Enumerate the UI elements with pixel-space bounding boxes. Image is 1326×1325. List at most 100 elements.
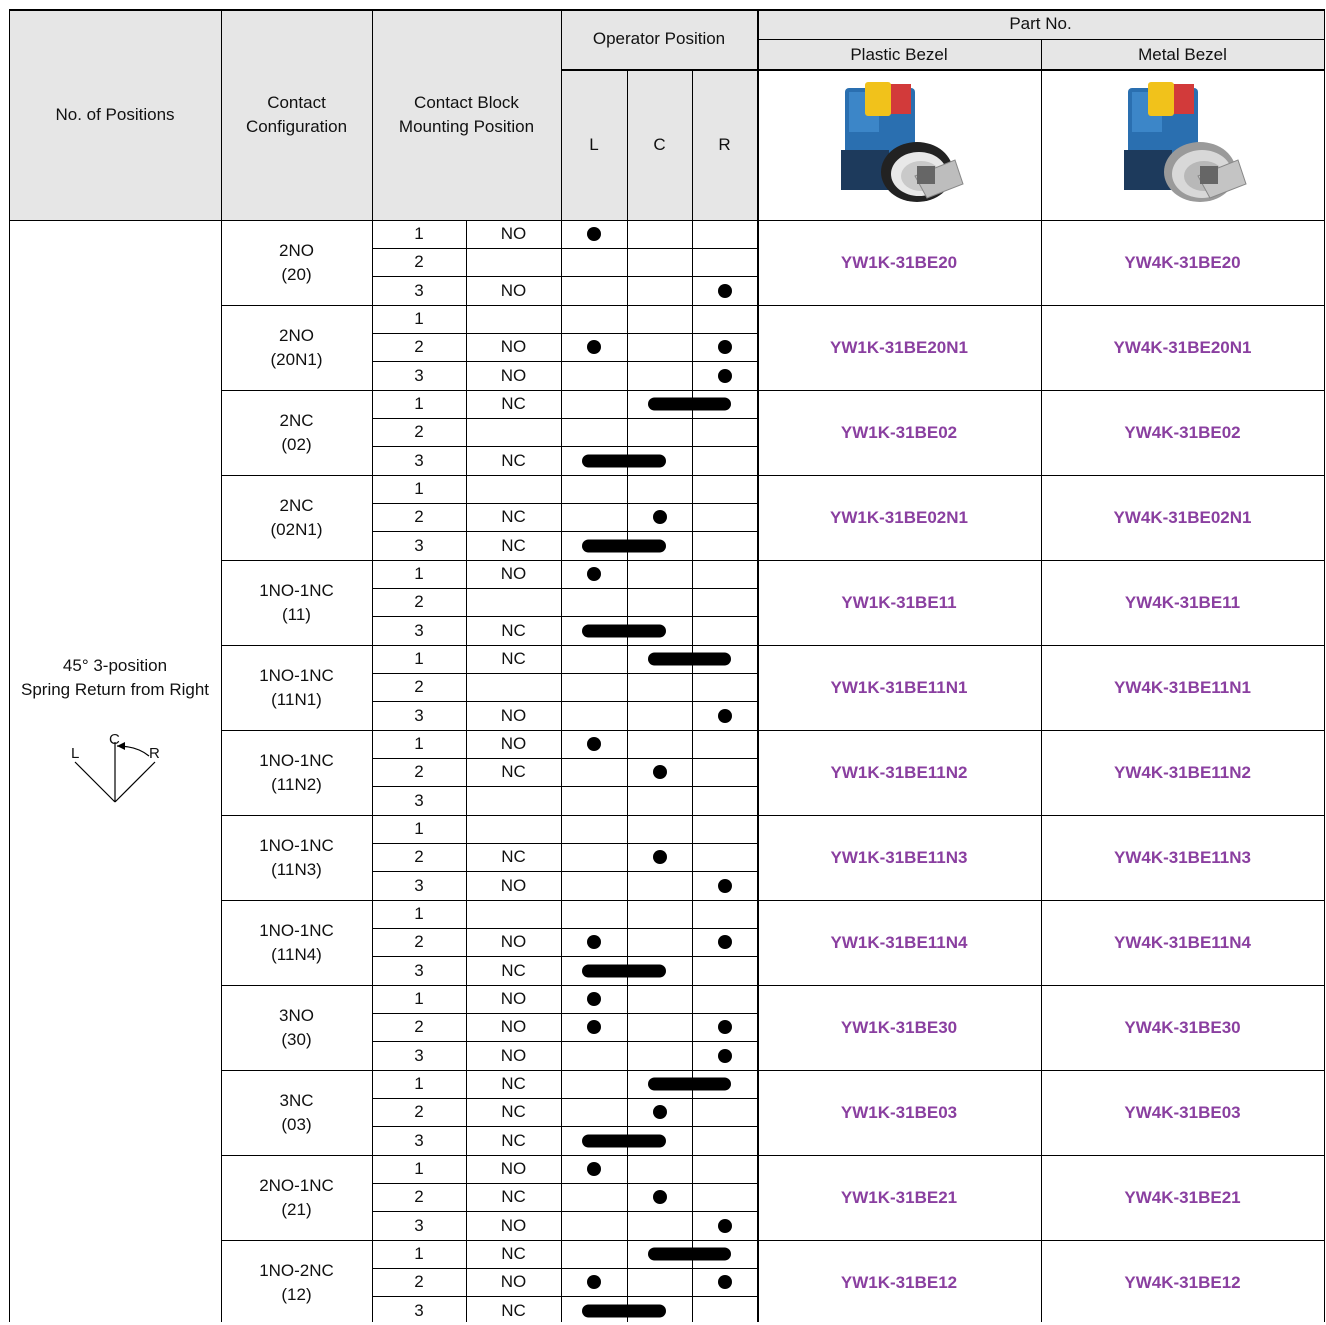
grid-hline	[372, 1126, 757, 1127]
mounting-position-number: 1	[372, 220, 466, 248]
mounting-position-number: 3	[372, 871, 466, 900]
contact-closed-dot	[587, 1020, 601, 1034]
contact-closed-dot	[717, 1218, 732, 1233]
mounting-position-number: 1	[372, 730, 466, 758]
part-number-plastic[interactable]: YW1K-31BE20N1	[830, 337, 968, 357]
contact-closed-dot	[717, 1020, 732, 1034]
mounting-position-number-text: 2	[414, 1272, 424, 1291]
mounting-position-number-text: 3	[414, 790, 424, 810]
contact-type: NO	[466, 333, 561, 361]
part-number-metal[interactable]: YW4K-31BE11N2	[1113, 762, 1251, 782]
contact-type-text: NO	[500, 1159, 527, 1178]
part-number-plastic[interactable]: YW1K-31BE11N4	[830, 932, 968, 952]
part-number-metal-cell: YW4K-31BE11N4	[1041, 900, 1324, 985]
mounting-position-number-text: 2	[414, 252, 424, 271]
header-no-of-positions-text: No. of Positions	[55, 104, 175, 124]
contact-type-text: NO	[500, 1272, 527, 1291]
grid-vline	[221, 9, 222, 1322]
contact-closed-dot	[587, 737, 601, 751]
grid-hline	[372, 248, 757, 249]
contact-configuration-cell: 3NC (03)	[221, 1070, 372, 1155]
mounting-position-number: 2	[372, 1098, 466, 1126]
mounting-position-number: 1	[372, 390, 466, 418]
contact-type-text: NO	[500, 989, 527, 1008]
part-number-metal[interactable]: YW4K-31BE20	[1124, 252, 1241, 272]
mounting-position-number-text: 1	[414, 989, 424, 1008]
part-number-metal[interactable]: YW4K-31BE11N3	[1113, 847, 1251, 867]
part-number-plastic[interactable]: YW1K-31BE12	[840, 1272, 958, 1292]
part-number-plastic[interactable]: YW1K-31BE03	[840, 1102, 958, 1122]
contact-type: NC	[466, 531, 561, 560]
part-number-metal[interactable]: YW4K-31BE11	[1124, 592, 1241, 612]
part-number-metal-cell: YW4K-31BE02N1	[1041, 475, 1324, 560]
part-number-metal-cell: YW4K-31BE11N1	[1041, 645, 1324, 730]
metal-bezel-image-cell	[1042, 70, 1324, 220]
part-number-plastic[interactable]: YW1K-31BE11	[841, 592, 957, 612]
part-number-plastic[interactable]: YW1K-31BE11N3	[830, 847, 968, 867]
contact-configuration-text: 1NO-1NC (11N1)	[259, 665, 334, 709]
part-number-metal[interactable]: YW4K-31BE30	[1124, 1017, 1241, 1037]
mounting-position-number: 1	[372, 475, 466, 503]
mounting-position-number-text: 1	[414, 1159, 424, 1178]
part-number-plastic[interactable]: YW1K-31BE02N1	[830, 507, 968, 527]
contact-configuration-text: 3NO (30)	[279, 1005, 314, 1049]
contact-type-text: NC	[501, 762, 526, 781]
part-number-plastic[interactable]: YW1K-31BE02	[840, 422, 958, 442]
grid-hline	[372, 1041, 757, 1042]
part-number-metal-cell: YW4K-31BE11N2	[1041, 730, 1324, 815]
part-number-plastic[interactable]: YW1K-31BE30	[840, 1017, 958, 1037]
part-number-plastic-cell: YW1K-31BE02	[757, 390, 1041, 475]
mounting-position-number-text: 1	[414, 904, 424, 923]
contact-type	[466, 418, 561, 446]
contact-configuration-cell: 1NO-1NC (11)	[221, 560, 372, 645]
contact-type: NO	[466, 928, 561, 956]
part-number-plastic-cell: YW1K-31BE11N3	[757, 815, 1041, 900]
part-number-metal[interactable]: YW4K-31BE11N1	[1113, 677, 1251, 697]
part-number-metal[interactable]: YW4K-31BE21	[1124, 1187, 1241, 1207]
grid-hline	[372, 673, 757, 674]
grid-hline	[372, 1268, 757, 1269]
part-number-metal[interactable]: YW4K-31BE02N1	[1113, 507, 1252, 527]
contact-type: NO	[466, 701, 561, 730]
contact-closed-bar	[648, 397, 731, 411]
grid-hline	[372, 956, 757, 957]
mounting-position-number-text: 1	[414, 649, 424, 668]
mounting-position-number: 2	[372, 758, 466, 786]
part-number-metal[interactable]: YW4K-31BE11N4	[1113, 932, 1251, 952]
grid-vline	[372, 9, 373, 1322]
part-number-plastic[interactable]: YW1K-31BE11N1	[830, 677, 968, 697]
part-number-metal[interactable]: YW4K-31BE03	[1124, 1102, 1241, 1122]
part-number-metal-cell: YW4K-31BE11N3	[1041, 815, 1324, 900]
part-number-metal[interactable]: YW4K-31BE20N1	[1113, 337, 1252, 357]
mounting-position-number-text: 3	[414, 535, 424, 555]
part-number-plastic[interactable]: YW1K-31BE11N2	[830, 762, 968, 782]
contact-type-text: NC	[501, 1130, 526, 1150]
header-part-no-text: Part No.	[1009, 14, 1072, 33]
part-number-plastic[interactable]: YW1K-31BE21	[840, 1187, 958, 1207]
contact-type: NO	[466, 1211, 561, 1240]
contact-closed-dot	[652, 850, 667, 864]
mounting-position-number-text: 3	[414, 875, 424, 895]
part-number-plastic-cell: YW1K-31BE11N4	[757, 900, 1041, 985]
mounting-position-number: 3	[372, 701, 466, 730]
part-number-metal-cell: YW4K-31BE11	[1041, 560, 1324, 645]
grid-vline	[561, 9, 562, 1322]
mounting-position-number-text: 2	[414, 592, 424, 611]
contact-type: NC	[466, 1183, 561, 1211]
mounting-position-number: 1	[372, 1240, 466, 1268]
part-number-metal[interactable]: YW4K-31BE12	[1124, 1272, 1241, 1292]
part-number-metal[interactable]: YW4K-31BE02	[1124, 422, 1241, 442]
contact-type: NO	[466, 220, 561, 248]
contact-type-text: NO	[500, 1215, 527, 1235]
grid-vline	[757, 9, 759, 1322]
selector-switch-metal-bezel-icon	[1124, 82, 1247, 202]
grid-hline	[221, 645, 1324, 646]
selector-switch-plastic-bezel-icon	[840, 82, 964, 202]
part-number-plastic[interactable]: YW1K-31BE20	[840, 252, 958, 272]
header-operator-R-text: R	[718, 134, 731, 154]
contact-type-text: NC	[501, 1244, 526, 1263]
header-operator-L-text: L	[589, 134, 599, 154]
mounting-position-number: 3	[372, 531, 466, 560]
mounting-position-number-text: 3	[414, 1130, 424, 1150]
header-operator-position-text: Operator Position	[592, 29, 726, 48]
